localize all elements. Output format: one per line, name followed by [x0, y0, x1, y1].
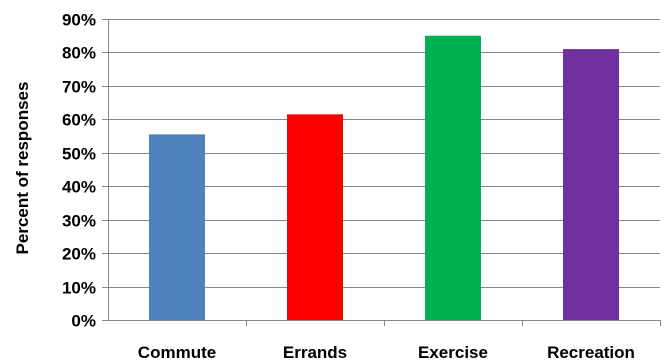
y-tick-label: 70%	[62, 78, 96, 97]
y-tick-label: 90%	[62, 11, 96, 30]
y-tick-label: 0%	[71, 312, 96, 331]
y-tick-label: 50%	[62, 145, 96, 164]
y-tick-label: 60%	[62, 111, 96, 130]
x-category-label: Recreation	[547, 343, 635, 362]
y-tick-label: 20%	[62, 245, 96, 264]
bar-errands	[287, 114, 343, 320]
y-tick-label: 30%	[62, 212, 96, 231]
x-category-label: Commute	[138, 343, 216, 362]
y-tick-labels: 0% 10% 20% 30% 40% 50% 60% 70% 80% 90%	[62, 11, 96, 331]
bar-commute	[149, 134, 205, 320]
bar-exercise	[425, 35, 481, 320]
y-tick-label: 80%	[62, 44, 96, 63]
x-category-labels: Commute Errands Exercise Recreation	[138, 343, 635, 362]
x-category-label: Errands	[283, 343, 347, 362]
axes	[108, 19, 660, 321]
x-category-label: Exercise	[418, 343, 488, 362]
bars	[149, 35, 619, 320]
y-tick-label: 10%	[62, 279, 96, 298]
bar-recreation	[563, 49, 619, 320]
y-tick-label: 40%	[62, 178, 96, 197]
y-axis-title: Percent of responses	[13, 82, 32, 255]
